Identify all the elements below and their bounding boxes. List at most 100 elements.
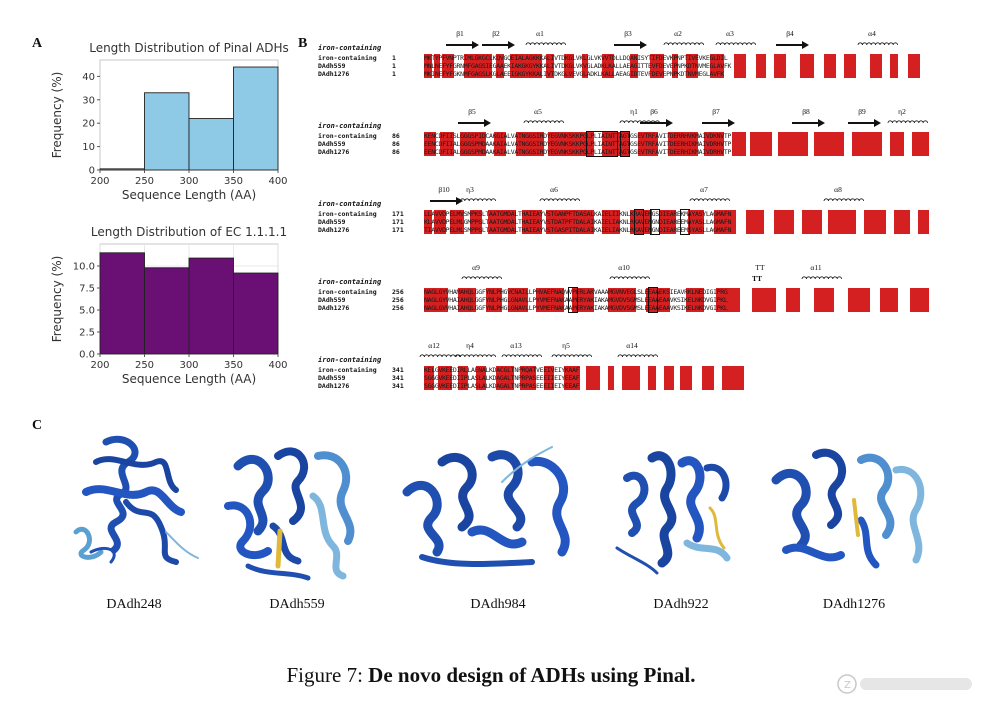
conserved-block	[630, 54, 638, 62]
alignment-block: iron-containing α9 α10 TT TT α11 iron-containi…	[318, 262, 978, 326]
bar-200-250	[99, 168, 145, 171]
conserved-block	[464, 54, 492, 62]
strand-arrowhead	[640, 41, 647, 49]
sequence-residues: MKINEFYFGKNMFGAGSLKGLAEEIGKGYKKALIVTDKGL…	[424, 70, 929, 78]
conserved-block	[602, 62, 614, 70]
conserved-block	[450, 218, 464, 226]
secondary-structure-track: β10 η3 α6 α7 α8	[418, 184, 938, 206]
sequence-name: DAdh1276	[318, 304, 350, 312]
conserved-block	[424, 366, 434, 374]
conserved-block	[912, 132, 929, 140]
conserved-block	[458, 366, 468, 374]
alignment-block: iron-containing α12 η4 α13 η5 α14 iron-contain…	[318, 340, 978, 404]
conserved-block	[460, 140, 486, 148]
sequence-name: iron-containing	[318, 210, 377, 218]
conserved-block	[608, 374, 614, 382]
ss-element-label: α12	[428, 341, 440, 350]
chart-title: Length Distribution of Pinal ADHs	[89, 41, 289, 55]
x-axis-label: Sequence Length (AA)	[122, 188, 256, 202]
motif-box	[586, 131, 618, 157]
conserved-block	[622, 382, 640, 390]
chart-title: Length Distribution of EC 1.1.1.1	[91, 225, 287, 239]
conserved-block	[714, 218, 736, 226]
conserved-block	[522, 226, 542, 234]
conserved-block	[424, 218, 432, 226]
conserved-block	[586, 382, 600, 390]
conserved-block	[870, 62, 882, 70]
sequence-text: MKINEFYFGKNMFGAGSLKGLAEEIGKGYKKALIVTDKGL…	[424, 70, 724, 78]
conserved-block	[650, 54, 664, 62]
conserved-block	[508, 288, 528, 296]
conserved-block	[660, 218, 676, 226]
motif-box	[648, 287, 658, 313]
sequence-start: 1	[392, 54, 396, 62]
sequence-start: 1	[392, 70, 396, 78]
sequence-residues: NAGLGVVHAIAHQLGGFYNLPHGLGNAVLLPYVMEFNAKA…	[424, 304, 929, 312]
conserved-block	[910, 288, 929, 296]
conserved-block	[572, 288, 594, 296]
conserved-block	[802, 210, 822, 218]
bar-300-350	[188, 257, 234, 355]
sequence-row: DAdh1276 86 EENCDFIIALGGGSPMDAAKAIALVATNGG…	[318, 148, 978, 156]
conserved-block	[894, 218, 910, 226]
conserved-block	[602, 140, 630, 148]
ss-element-label: TT	[755, 263, 765, 272]
conserved-block	[774, 62, 786, 70]
conserved-block	[918, 218, 929, 226]
sequence-row: DAdh1276 1 MKINEFYFGKNMFGAGSLKGLAEEIGKGYKK…	[318, 70, 978, 78]
sequence-residues: NAGLGYVHAIAHQLGGFYNLPHGLGNAVLLPYVMEFNAKA…	[424, 296, 929, 304]
conserved-block	[786, 296, 800, 304]
conserved-block	[746, 210, 764, 218]
conserved-block	[910, 296, 929, 304]
ss-element-label: η1	[630, 107, 638, 116]
helix-coil	[663, 42, 704, 46]
conserved-block	[470, 210, 482, 218]
conserved-block	[470, 226, 482, 234]
sequence-text: KENCDFIISLGGGSPIDCAKGIALVATNGGSIRDYEGVNK…	[424, 132, 732, 140]
alignment-block: iron-containing β10 η3 α6 α7 α8 iron-containin…	[318, 184, 978, 248]
sequence-text: NAGLGVVHAIAHQLGGFYNLPHGLGNAVLLPYVMEFNAKA…	[424, 304, 728, 312]
histogram-pinal-adhs: Length Distribution of Pinal ADHs 0 10 20 30…	[46, 38, 291, 213]
conserved-block	[586, 374, 600, 382]
conserved-block	[488, 218, 516, 226]
sequence-name: iron-containing	[318, 288, 377, 296]
conserved-block	[668, 148, 698, 156]
conserved-block	[672, 70, 678, 78]
conserved-block	[564, 374, 580, 382]
sequence-row: iron-containing 171 LLAVVDPELMVSMPKSLTAATG…	[318, 210, 978, 218]
sequence-text: SGGGVKEEDIIPLASLALKDAGALTNPRPASEEEIIEIYE…	[424, 374, 580, 382]
conserved-block	[536, 288, 564, 296]
conserved-block	[458, 382, 468, 390]
sequence-start: 256	[392, 296, 404, 304]
helix-coil	[715, 42, 756, 46]
sequence-name: DAdh559	[318, 140, 346, 148]
conserved-block	[734, 62, 746, 70]
protein-label-dadh559: DAdh559	[269, 597, 325, 612]
conserved-block	[650, 62, 664, 70]
conserved-block	[680, 382, 692, 390]
secondary-structure-label: iron-containing	[318, 44, 382, 52]
secondary-structure-track: β1 β2 α1 β3 α2 α3 β4 α4	[418, 28, 938, 50]
sequence-text: NAGLGYVHAMAHQLGGFYNLPHGVCNAILLPHVAEFNAQV…	[424, 288, 728, 296]
helix-coil	[539, 198, 580, 202]
conserved-block	[438, 366, 452, 374]
conserved-block	[450, 210, 464, 218]
conserved-block	[434, 54, 440, 62]
conserved-block	[438, 374, 452, 382]
conserved-block	[704, 140, 724, 148]
panel-label-c: C	[32, 418, 43, 433]
sequence-row: DAdh559 256 NAGLGYVHAIAHQLGGFYNLPHGLGNAVLL…	[318, 296, 978, 304]
conserved-block	[848, 304, 870, 312]
conserved-block	[908, 54, 920, 62]
conserved-block	[434, 226, 446, 234]
conserved-block	[880, 304, 898, 312]
ss-element-label: β3	[624, 29, 632, 38]
conserved-block	[686, 54, 698, 62]
strand-arrowhead	[818, 119, 825, 127]
ss-element-label: β2	[492, 29, 500, 38]
conserved-block	[660, 226, 676, 234]
strand-arrowhead	[728, 119, 735, 127]
conserved-block	[716, 304, 740, 312]
conserved-block	[486, 304, 502, 312]
conserved-block	[756, 54, 766, 62]
